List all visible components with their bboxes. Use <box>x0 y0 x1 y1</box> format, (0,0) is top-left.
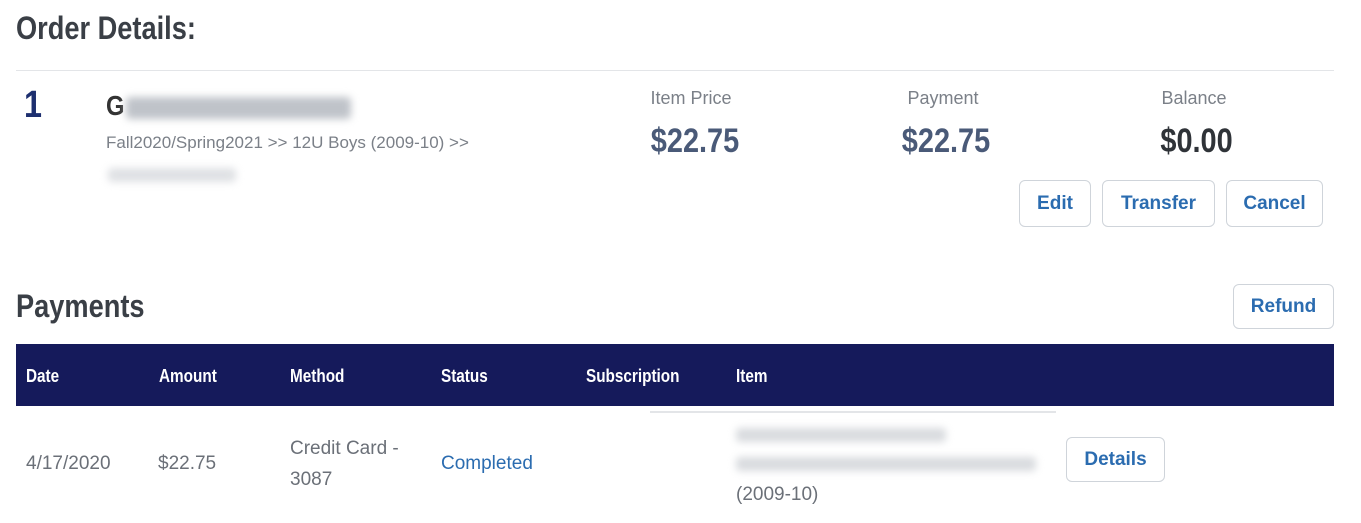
redacted-item-line2 <box>736 457 1036 471</box>
refund-button[interactable]: Refund <box>1233 284 1334 329</box>
payments-title: Payments <box>16 288 145 324</box>
col-status: Status <box>441 366 488 386</box>
payment-date: 4/17/2020 <box>26 453 111 474</box>
payment-method-line2: 3087 <box>290 469 333 490</box>
payment-value: $22.75 <box>901 122 991 160</box>
order-index: 1 <box>24 84 42 126</box>
balance-value: $0.00 <box>1160 122 1234 160</box>
col-subscription: Subscription <box>586 366 680 386</box>
name-initial: G <box>106 90 125 121</box>
col-item: Item <box>736 366 768 386</box>
col-method: Method <box>290 366 345 386</box>
item-path: Fall2020/Spring2021 >> 12U Boys (2009-10… <box>106 133 469 152</box>
redacted-item-line1 <box>736 428 946 442</box>
payment-method-line1: Credit Card - <box>290 438 399 459</box>
item-price-label: Item Price <box>650 88 732 108</box>
col-amount: Amount <box>159 366 217 386</box>
edit-button[interactable]: Edit <box>1019 180 1091 227</box>
payment-item-tail: (2009-10) <box>736 484 819 505</box>
divider <box>16 70 1334 71</box>
col-date: Date <box>26 366 60 386</box>
payment-amount: $22.75 <box>158 453 217 474</box>
details-button[interactable]: Details <box>1066 437 1165 482</box>
customer-name: G <box>106 90 351 122</box>
item-divider <box>650 411 1056 413</box>
cancel-button[interactable]: Cancel <box>1226 180 1323 227</box>
payment-label: Payment <box>907 88 979 108</box>
redacted-name <box>125 96 351 119</box>
balance-label: Balance <box>1161 88 1227 108</box>
transfer-button[interactable]: Transfer <box>1102 180 1215 227</box>
payment-status[interactable]: Completed <box>441 453 533 474</box>
item-price-value: $22.75 <box>650 122 740 160</box>
order-details-title: Order Details: <box>16 10 196 46</box>
redacted-item <box>108 168 236 182</box>
payments-table-header: Date Amount Method Status Subscription I… <box>16 344 1334 406</box>
